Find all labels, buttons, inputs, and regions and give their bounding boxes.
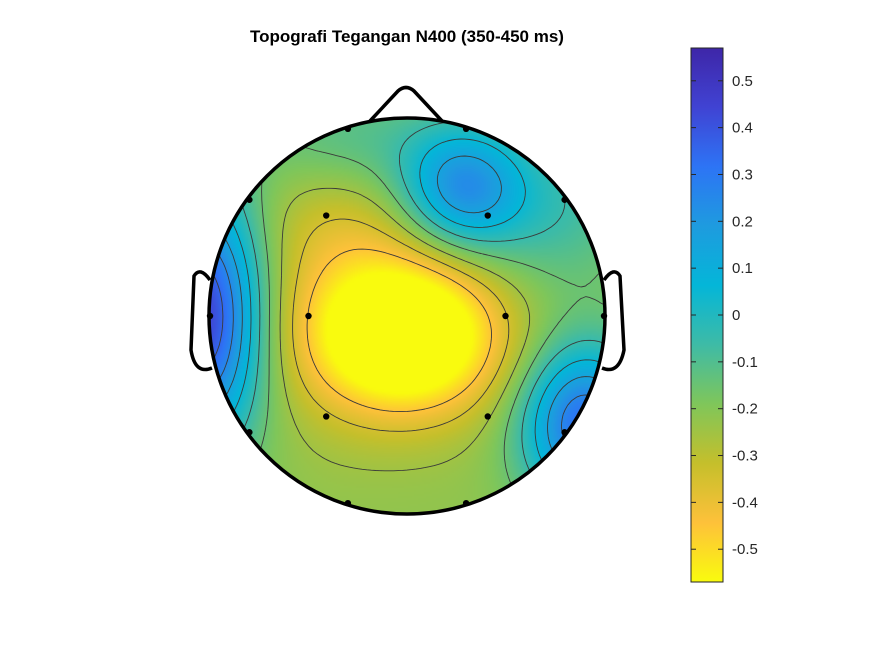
electrode-marker: [323, 212, 330, 219]
electrode-marker: [323, 413, 330, 420]
colorbar-tick-label: 0.3: [732, 166, 753, 183]
contour-line: [210, 138, 604, 491]
colorbar-tick-label: 0.1: [732, 260, 753, 277]
topo-plot: [189, 85, 626, 516]
electrode-marker: [246, 196, 253, 203]
electrode-marker: [344, 125, 352, 133]
right-ear-outline: [601, 270, 626, 372]
colorbar-tick-label: -0.3: [732, 448, 758, 465]
electrode-marker: [206, 312, 214, 320]
colorbar: 0.5 0.4 0.3 0.2 0.1 0 -0.1 -0.2 -0.3 -0.4 -0.5: [690, 47, 758, 583]
colorbar-tick-label: -0.5: [732, 541, 758, 558]
colorbar-tick-label: -0.1: [732, 354, 758, 371]
colorbar-scale: [690, 47, 724, 583]
scalp-interpolation-image: [210, 119, 604, 513]
electrode-marker: [484, 212, 491, 219]
colorbar-tick-label: 0.5: [732, 73, 753, 90]
contour-line: [292, 218, 510, 432]
nose-outline: [368, 85, 444, 123]
electrode-marker: [502, 312, 509, 320]
colorbar-tick-label: -0.4: [732, 494, 758, 511]
electrode-marker: [246, 429, 253, 436]
electrode-marker: [462, 499, 470, 507]
electrode-marker: [462, 125, 470, 133]
colorbar-ticks: 0.5 0.4 0.3 0.2 0.1 0 -0.1 -0.2 -0.3 -0.4 -0.5: [691, 73, 758, 558]
electrode-marker: [561, 196, 568, 203]
electrode-marker: [561, 429, 568, 436]
electrode-marker: [305, 312, 312, 320]
colorbar-tick-label: 0.4: [732, 120, 753, 137]
electrode-marker: [484, 413, 491, 420]
left-ear-outline: [189, 270, 213, 372]
colorbar-tick-label: 0: [732, 307, 740, 324]
colorbar-tick-label: -0.2: [732, 401, 758, 418]
electrode-marker: [600, 312, 608, 320]
chart-title: Topografi Tegangan N400 (350-450 ms): [250, 27, 564, 46]
electrode-marker: [344, 499, 352, 507]
contour-line: [279, 187, 531, 472]
contour-line: [306, 248, 492, 413]
electrode-markers: [206, 125, 608, 507]
colorbar-tick-label: 0.2: [732, 213, 753, 230]
